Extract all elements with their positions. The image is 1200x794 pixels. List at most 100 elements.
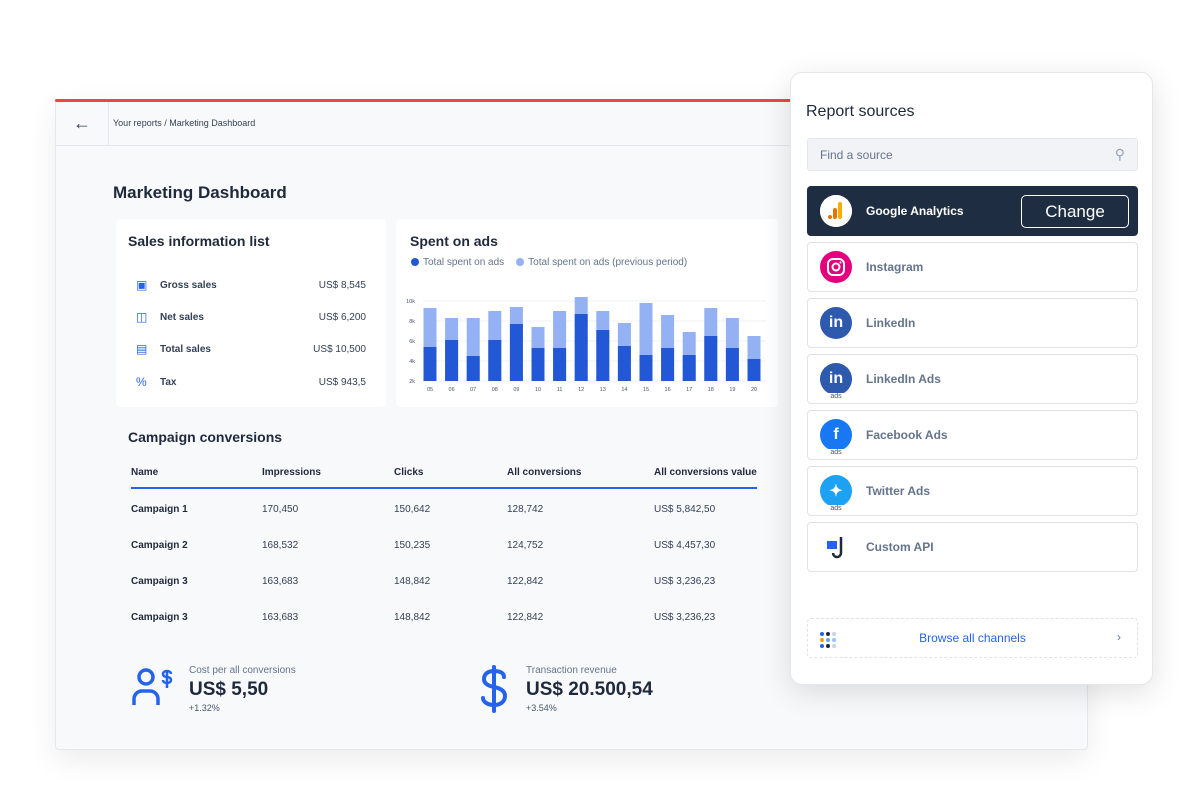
legend-item: Total spent on ads (previous period) bbox=[516, 257, 687, 268]
chart-title: Spent on ads bbox=[410, 233, 498, 249]
sales-value: US$ 6,200 bbox=[318, 311, 366, 323]
kpi-label: Cost per all conversions bbox=[189, 665, 296, 676]
bar-total-spent bbox=[531, 348, 545, 381]
source-name: Google Analytics bbox=[866, 204, 964, 218]
sales-label: Total sales bbox=[160, 343, 211, 355]
bar-total-spent bbox=[445, 340, 459, 381]
x-tick-label: 07 bbox=[470, 387, 476, 393]
browse-all-channels-button[interactable]: Browse all channels › bbox=[807, 618, 1138, 658]
kpi-revenue: Transaction revenue US$ 20.500,54 +3.54% bbox=[476, 665, 653, 713]
channels-grid-icon bbox=[820, 632, 836, 648]
chart-card: Spent on ads Total spent on ads Total sp… bbox=[396, 219, 778, 407]
report-header: ← Your reports / Marketing Dashboard bbox=[56, 101, 1087, 146]
y-tick-label: 6k bbox=[409, 339, 415, 345]
panel-title: Report sources bbox=[806, 103, 915, 120]
table-cell: 163,683 bbox=[262, 612, 299, 623]
column-header[interactable]: Clicks bbox=[394, 467, 424, 478]
sales-title: Sales information list bbox=[128, 233, 270, 249]
browse-label: Browse all channels bbox=[919, 631, 1026, 645]
x-tick-label: 20 bbox=[751, 387, 757, 393]
table-cell: US$ 5,842,50 bbox=[654, 504, 716, 515]
money-stack-icon: ▤ bbox=[136, 342, 148, 356]
table-cell: 163,683 bbox=[262, 576, 299, 587]
x-tick-label: 09 bbox=[513, 387, 519, 393]
table-cell: 150,642 bbox=[394, 504, 431, 515]
facebook-ads-icon: f ads bbox=[820, 419, 852, 457]
source-item-facebook-ads[interactable]: f ads Facebook Ads bbox=[807, 410, 1138, 460]
sales-card: Sales information list ▣ Gross sales US$ 8… bbox=[116, 219, 386, 407]
page-title: Marketing Dashboard bbox=[113, 183, 287, 202]
campaigns-title: Campaign conversions bbox=[128, 429, 283, 445]
y-tick-label: 8k bbox=[409, 319, 415, 325]
source-item-linkedin-ads[interactable]: in ads LinkedIn Ads bbox=[807, 354, 1138, 404]
table-cell: 150,235 bbox=[394, 540, 431, 551]
bar-total-spent bbox=[661, 348, 675, 381]
linkedin-ads-icon: in ads bbox=[820, 363, 852, 401]
legend-item: Total spent on ads bbox=[411, 257, 504, 268]
table-cell: Campaign 2 bbox=[131, 540, 188, 551]
bar-total-spent bbox=[639, 355, 653, 381]
table-cell: Campaign 1 bbox=[131, 504, 188, 515]
source-item-twitter-ads[interactable]: ✦ ads Twitter Ads bbox=[807, 466, 1138, 516]
column-header[interactable]: All conversions bbox=[507, 467, 582, 478]
kpi-cost: Cost per all conversions US$ 5,50 +1.32% bbox=[131, 665, 296, 713]
legend-label: Total spent on ads (previous period) bbox=[528, 257, 688, 268]
report-sources-panel: Report sources Find a source ⚲ Google Ana… bbox=[790, 72, 1153, 685]
instagram-icon bbox=[820, 251, 852, 283]
dollar-icon bbox=[481, 665, 508, 713]
sales-row-net: ◫ Net sales US$ 6,200 bbox=[136, 307, 366, 327]
table-cell: 122,842 bbox=[507, 612, 544, 623]
bar-total-spent bbox=[574, 314, 588, 381]
table-cell: US$ 3,236,23 bbox=[654, 612, 716, 623]
column-header[interactable]: Name bbox=[131, 467, 159, 478]
bar-total-spent bbox=[704, 336, 718, 381]
source-item-custom-api[interactable]: Custom API bbox=[807, 522, 1138, 572]
user-dollar-icon bbox=[132, 668, 173, 705]
table-cell: Campaign 3 bbox=[131, 576, 188, 587]
bar-total-spent bbox=[617, 346, 631, 381]
sales-label: Net sales bbox=[160, 311, 204, 323]
x-tick-label: 11 bbox=[557, 387, 563, 393]
source-item-linkedin[interactable]: in LinkedIn bbox=[807, 298, 1138, 348]
x-tick-label: 14 bbox=[621, 387, 627, 393]
sales-row-tax: % Tax US$ 943,5 bbox=[136, 372, 366, 392]
source-item-google-analytics[interactable]: Google Analytics Change bbox=[807, 186, 1138, 236]
source-name: LinkedIn Ads bbox=[866, 372, 941, 386]
linkedin-icon: in bbox=[820, 307, 852, 339]
search-icon: ⚲ bbox=[1114, 146, 1125, 162]
ads-badge: ads bbox=[820, 505, 852, 513]
column-header[interactable]: Impressions bbox=[262, 467, 321, 478]
ads-badge: ads bbox=[820, 449, 852, 457]
top-accent-bar bbox=[55, 99, 795, 102]
bar-total-spent bbox=[682, 355, 696, 381]
kpi-label: Transaction revenue bbox=[526, 665, 617, 676]
kpi-change: +3.54% bbox=[526, 703, 557, 713]
ads-badge: ads bbox=[820, 393, 852, 401]
twitter-ads-icon: ✦ ads bbox=[820, 475, 852, 513]
kpi-value: US$ 5,50 bbox=[189, 679, 269, 700]
x-tick-label: 12 bbox=[578, 387, 584, 393]
bar-chart: 2k 4k 6k 8k 10k 05 06 07 08 09 10 11 12 13 14 15 16 17 18 1… bbox=[406, 297, 766, 393]
back-arrow-icon[interactable]: ← bbox=[56, 101, 109, 146]
sales-row-total: ▤ Total sales US$ 10,500 bbox=[136, 339, 366, 359]
x-tick-label: 15 bbox=[643, 387, 649, 393]
table-cell: US$ 4,457,30 bbox=[654, 540, 716, 551]
source-name: LinkedIn bbox=[866, 316, 916, 330]
source-name: Instagram bbox=[866, 260, 924, 274]
breadcrumb[interactable]: Your reports / Marketing Dashboard bbox=[113, 118, 256, 128]
table-cell: Campaign 3 bbox=[131, 612, 188, 623]
x-tick-label: 10 bbox=[535, 387, 541, 393]
change-button[interactable]: Change bbox=[1021, 195, 1129, 228]
source-item-instagram[interactable]: Instagram bbox=[807, 242, 1138, 292]
column-header[interactable]: All conversions value bbox=[654, 467, 757, 478]
shopping-bag-icon: ◫ bbox=[136, 310, 148, 324]
x-tick-label: 06 bbox=[449, 387, 455, 393]
source-name: Facebook Ads bbox=[866, 428, 948, 442]
table-cell: 122,842 bbox=[507, 576, 544, 587]
source-name: Twitter Ads bbox=[866, 484, 931, 498]
bar-total-spent bbox=[747, 359, 761, 381]
x-tick-label: 13 bbox=[600, 387, 606, 393]
search-input[interactable]: Find a source ⚲ bbox=[807, 138, 1138, 171]
custom-api-plug-icon bbox=[820, 531, 852, 563]
source-name: Custom API bbox=[866, 540, 934, 554]
